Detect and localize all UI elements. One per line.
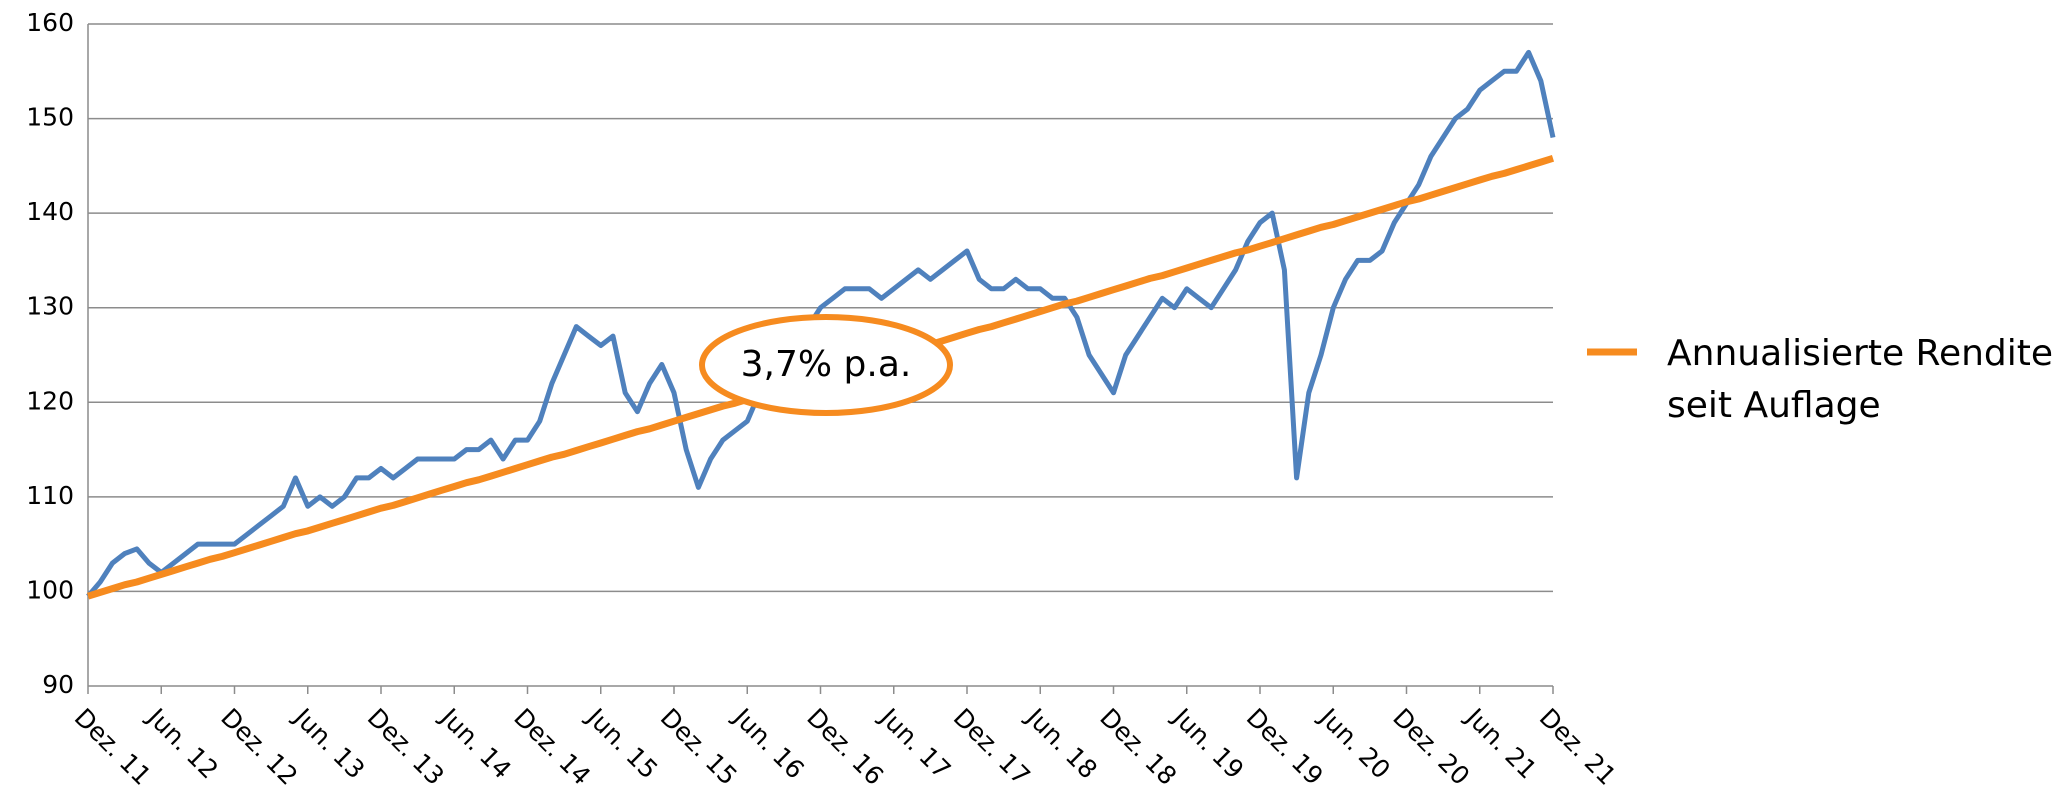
series-line	[86, 49, 1556, 598]
y-tick-label: 90	[42, 670, 74, 699]
legend-label: Annualisierte Rendite seit Auflage	[1667, 333, 2053, 426]
x-tick-label: Dez. 19	[1241, 703, 1329, 785]
y-tick-label: 130	[26, 292, 74, 321]
x-tick-label: Dez. 21	[1534, 703, 1622, 785]
x-tick-label: Dez. 18	[1094, 703, 1182, 785]
annotation: 3,7% p.a.	[741, 344, 912, 385]
x-tick-label: Dez. 11	[69, 703, 157, 785]
y-tick-label: 120	[26, 386, 74, 415]
x-tick-label: Dez. 17	[948, 703, 1036, 785]
y-tick-label: 160	[26, 8, 74, 37]
x-tick-label: Dez. 16	[801, 703, 889, 785]
legend-line: seit Auflage	[1667, 385, 1881, 426]
y-tick-label: 150	[26, 103, 74, 132]
y-tick-label: 110	[26, 481, 74, 510]
x-tick-label: Dez. 14	[508, 703, 596, 785]
legend-line: Annualisierte Rendite	[1667, 333, 2053, 374]
x-tick-label: Dez. 13	[362, 703, 450, 785]
x-tick-label: Dez. 15	[655, 703, 743, 785]
x-tick-label: Dez. 12	[215, 703, 303, 785]
y-tick-label: 140	[26, 197, 74, 226]
y-tick-label: 100	[26, 575, 74, 604]
annotation-ellipse	[699, 314, 953, 416]
x-tick-label: Dez. 20	[1387, 703, 1475, 785]
